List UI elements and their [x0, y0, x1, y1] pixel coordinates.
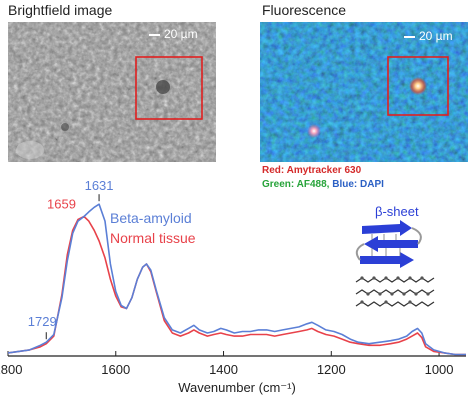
x-tick-label-1200: 1200	[317, 362, 346, 377]
legend-green-af488: Green: AF488,	[262, 179, 330, 190]
x-tick-label-1400: 1400	[209, 362, 238, 377]
peak-label-1729: 1729	[28, 314, 57, 329]
brightfield-scale-label: 20 µm	[164, 27, 198, 41]
fluorescence-title: Fluorescence	[262, 2, 347, 18]
series-line-beta-amyloid	[7, 203, 466, 356]
x-tick-label-1600: 1600	[101, 362, 130, 377]
brightfield-title: Brightfield image	[8, 2, 113, 18]
x-tick-label-1000: 1000	[425, 362, 454, 377]
fluorescence-scale-label: 20 µm	[419, 29, 453, 43]
peak-label-1631: 1631	[85, 178, 114, 193]
legend-red-amytracker: Red: Amytracker 630	[262, 165, 362, 176]
legend-green-blue: Green: AF488, Blue: DAPI	[262, 179, 384, 190]
series-line-normal-tissue	[7, 215, 466, 356]
x-tick-label-1800: 1800	[0, 362, 22, 377]
legend-blue-dapi: Blue: DAPI	[332, 179, 384, 190]
peak-label-1659: 1659	[47, 196, 76, 211]
x-axis-title: Wavenumber (cm⁻¹)	[178, 380, 296, 395]
beta-sheet-label: β-sheet	[375, 204, 419, 219]
series-label-normal-tissue: Normal tissue	[110, 230, 196, 246]
series-label-beta-amyloid: Beta-amyloid	[110, 210, 192, 226]
